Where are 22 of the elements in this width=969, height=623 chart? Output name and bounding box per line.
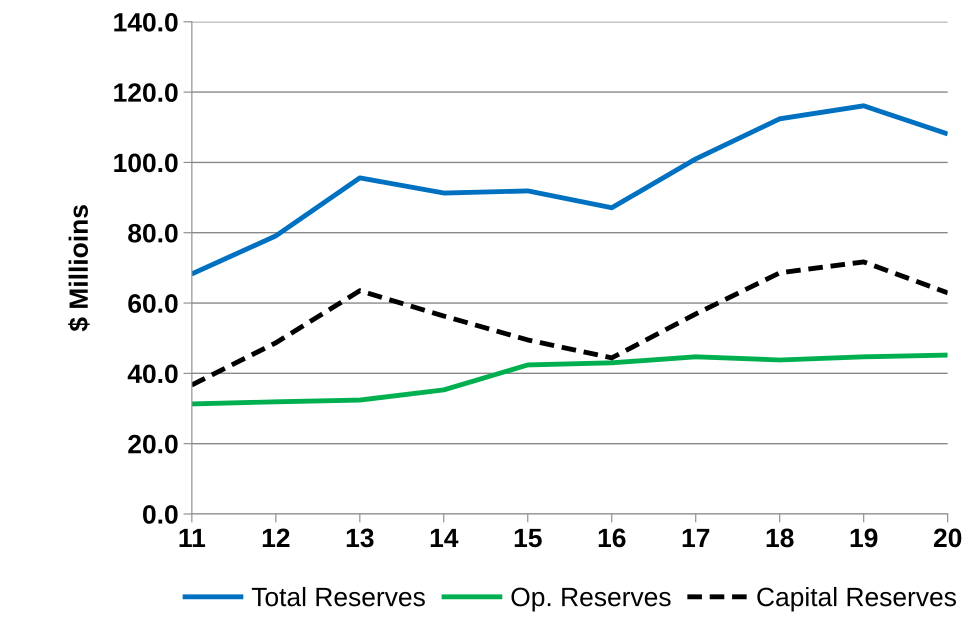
legend-label: Capital Reserves xyxy=(757,586,956,612)
y-tick-label: 0.0 xyxy=(143,505,178,524)
y-tick-label: 100.0 xyxy=(114,154,178,172)
x-tick-label: 11 xyxy=(180,528,206,547)
y-tick-label: 140.0 xyxy=(114,12,178,32)
y-axis-title: $ Millioins xyxy=(68,205,90,332)
x-tick-label: 20 xyxy=(934,528,962,548)
x-tick-label: 15 xyxy=(514,528,542,548)
y-tick-label: 60.0 xyxy=(128,294,178,313)
y-tick-label: 20.0 xyxy=(128,434,178,454)
x-tick-label: 19 xyxy=(850,528,878,548)
x-tick-label: 13 xyxy=(346,528,374,548)
x-tick-label: 12 xyxy=(262,528,290,547)
y-tick-label: 80.0 xyxy=(128,224,178,243)
x-tick-label: 14 xyxy=(430,528,458,547)
x-tick-label: 16 xyxy=(598,528,626,548)
y-tick-label: 120.0 xyxy=(114,83,178,102)
y-tick-label: 40.0 xyxy=(128,364,178,384)
x-tick-label: 18 xyxy=(766,528,794,548)
x-tick-label: 17 xyxy=(682,528,710,547)
legend-label: Total Reserves xyxy=(252,586,425,606)
legend-label: Op. Reserves xyxy=(511,588,671,612)
